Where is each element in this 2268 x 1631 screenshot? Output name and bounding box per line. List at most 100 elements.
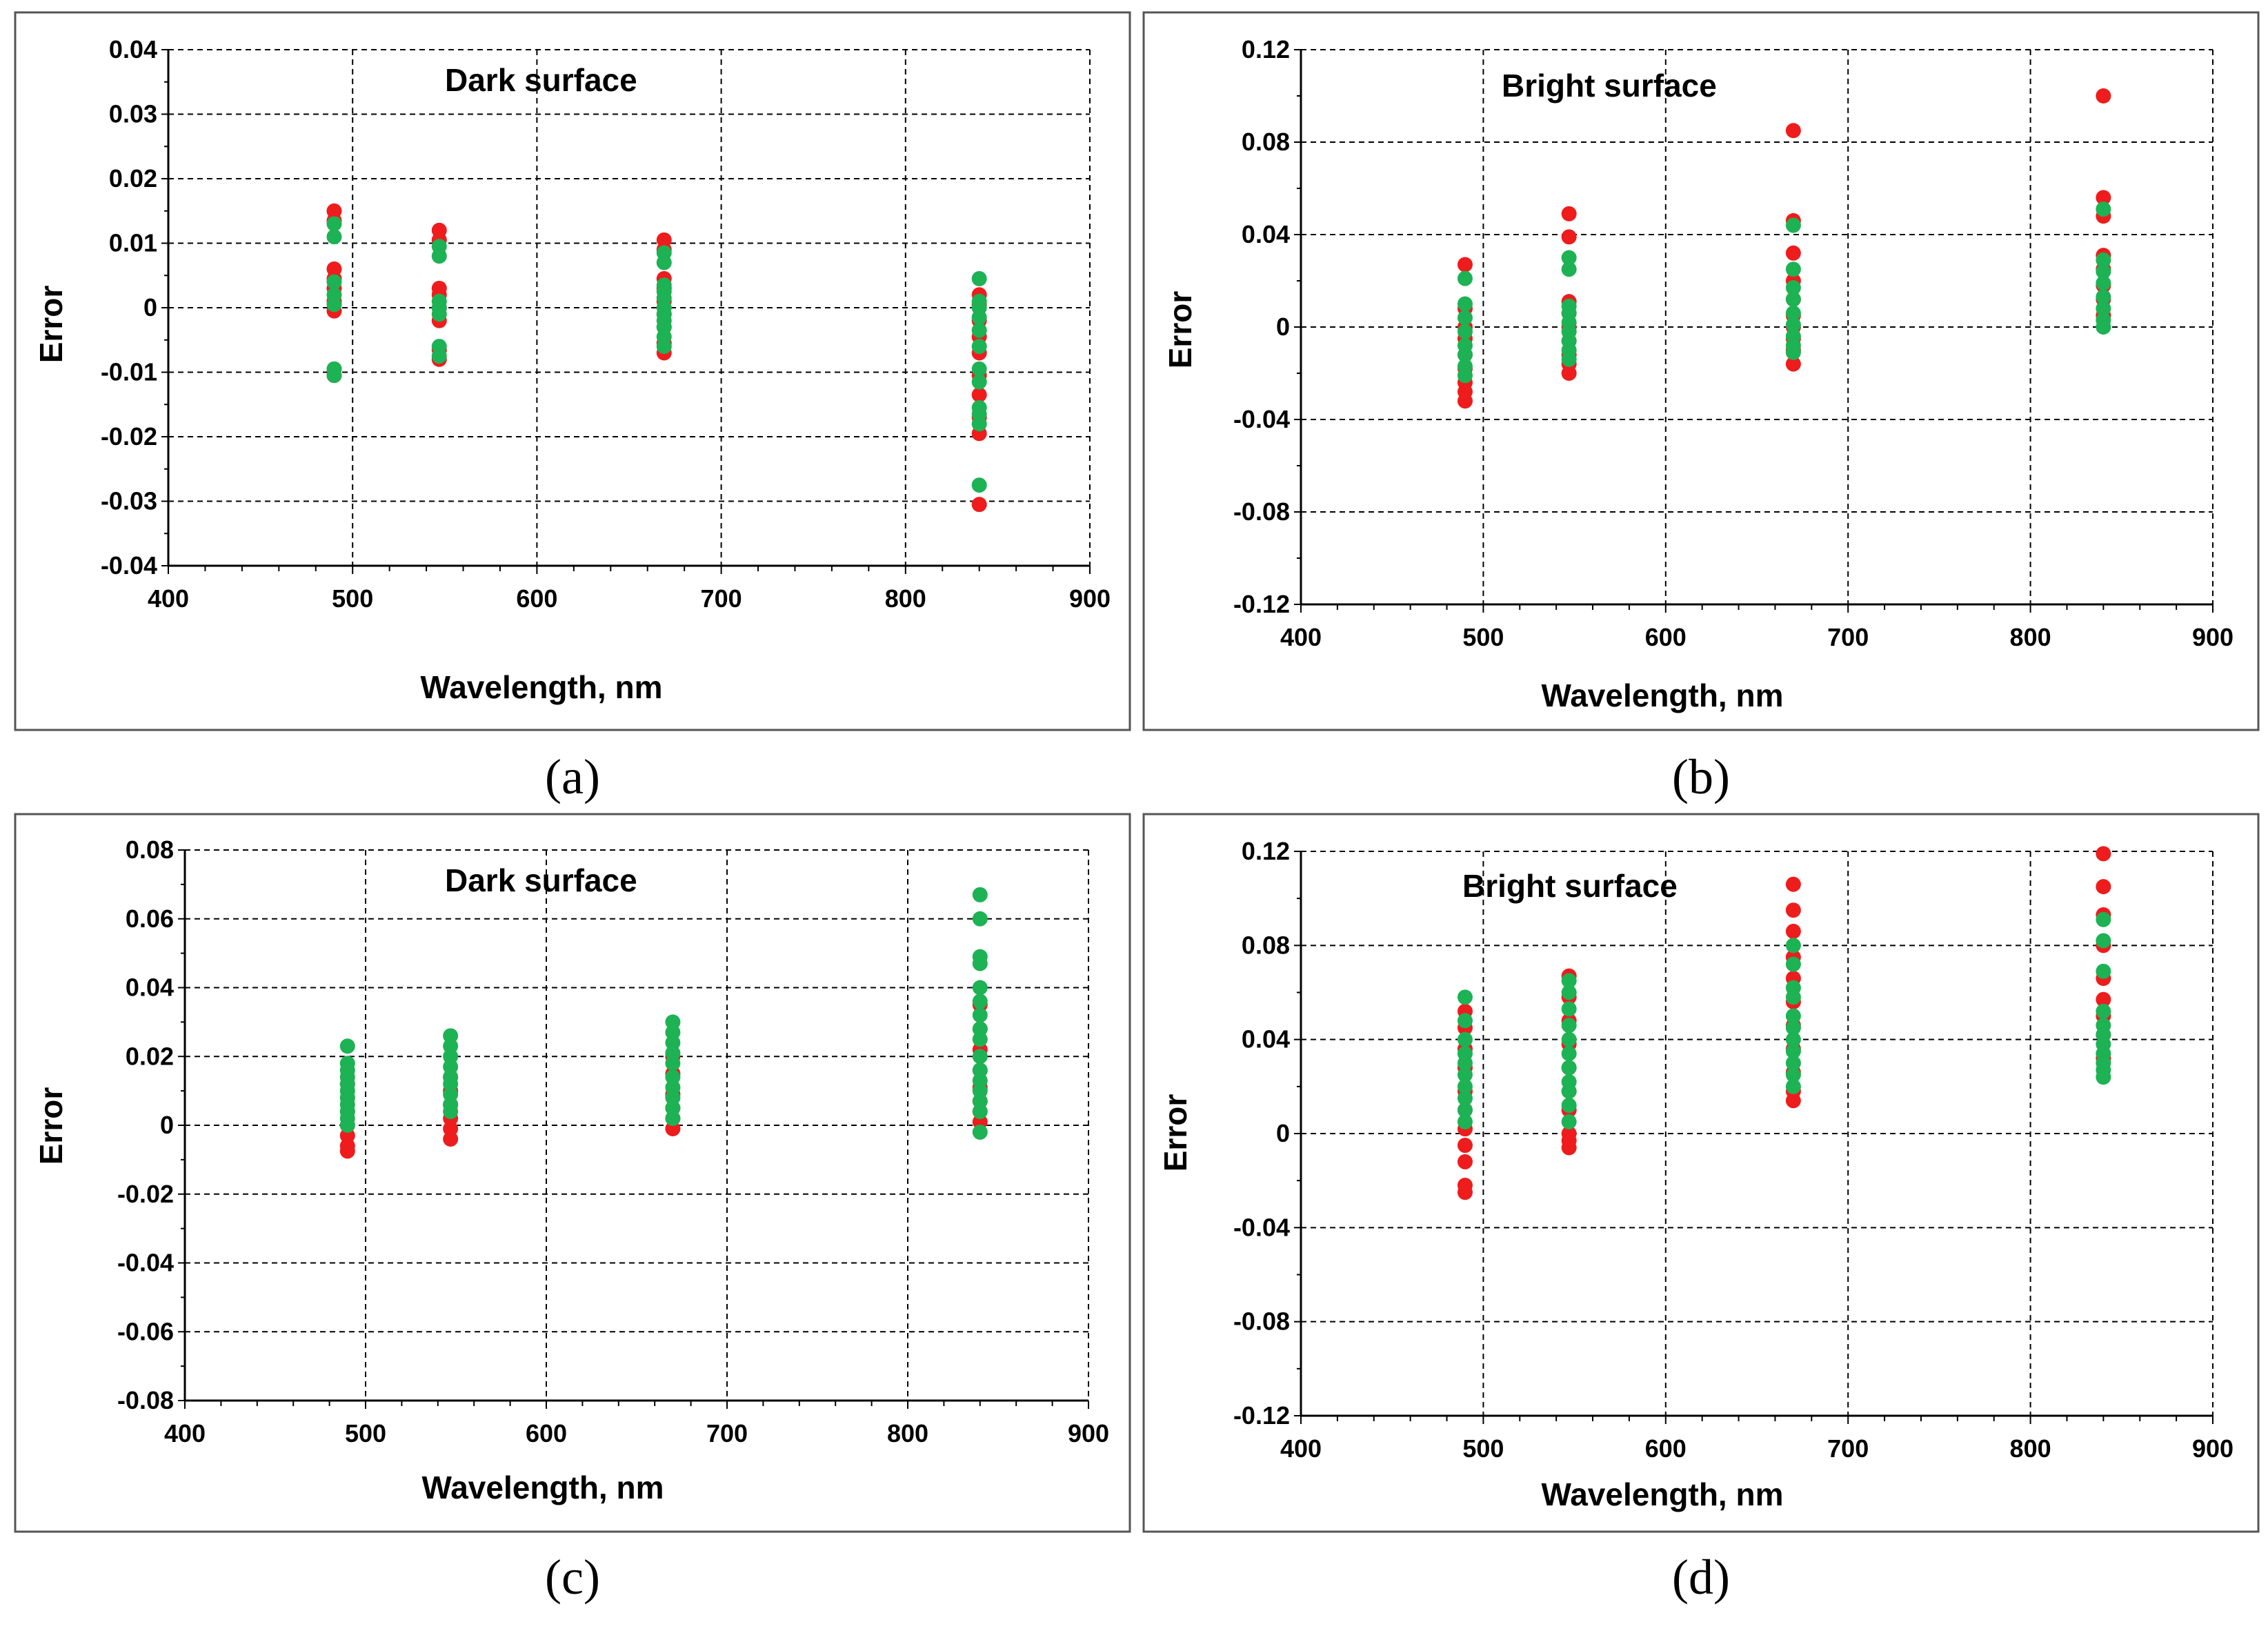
data-point-green: [431, 248, 447, 264]
data-point-green: [2096, 275, 2111, 291]
data-point-green: [2096, 933, 2111, 949]
data-point-red: [2096, 88, 2111, 103]
data-point-green: [431, 306, 447, 322]
panel-c-title: Dark surface: [445, 862, 637, 898]
data-point-green: [1561, 973, 1577, 989]
plot-area: [185, 850, 1088, 1401]
y-tick-label: 0.08: [1242, 931, 1290, 959]
data-point-green: [326, 216, 342, 232]
data-point-green: [2096, 911, 2111, 927]
x-tick-label: 400: [148, 584, 189, 613]
data-point-green: [339, 1118, 355, 1133]
data-point-green: [1785, 1020, 1801, 1036]
data-point-green: [1457, 324, 1473, 339]
data-point-red: [1785, 902, 1801, 918]
data-point-green: [1785, 1067, 1801, 1083]
panel-a-ylabel: Error: [33, 286, 69, 364]
data-point-green: [1457, 1031, 1473, 1047]
x-tick-label: 400: [1280, 1434, 1322, 1463]
panel-d-title: Bright surface: [1462, 868, 1678, 904]
data-point-red: [971, 497, 987, 513]
data-point-green: [1457, 368, 1473, 384]
x-tick-label: 800: [885, 584, 926, 613]
y-tick-label: 0.01: [109, 229, 157, 257]
data-point-green: [431, 348, 447, 364]
y-tick-label: 0.03: [109, 100, 157, 128]
data-point-green: [972, 1049, 988, 1065]
data-point-red: [971, 387, 987, 403]
panel-a-caption: (a): [545, 749, 600, 804]
data-point-green: [972, 1007, 988, 1023]
data-point-red: [1785, 245, 1801, 261]
data-point-red: [1785, 923, 1801, 939]
data-point-green: [972, 1124, 988, 1140]
y-tick-label: 0.08: [126, 836, 174, 864]
data-point-green: [2096, 963, 2111, 979]
x-tick-label: 600: [1645, 1434, 1687, 1463]
data-point-green: [1561, 1046, 1577, 1062]
panel-c-ylabel: Error: [33, 1087, 69, 1165]
data-point-green: [1457, 1102, 1473, 1118]
data-point-red: [1457, 1154, 1473, 1169]
data-point-green: [1457, 1067, 1473, 1083]
x-tick-label: 700: [701, 584, 742, 613]
data-point-green: [2096, 301, 2111, 317]
panel-d-plot: -0.12 -0.08 -0.04 0 0.04 0.08 0.12 400 500 600 700…: [1233, 837, 2234, 1463]
data-point-green: [1457, 296, 1473, 312]
y-tick-label: 0.02: [126, 1042, 174, 1070]
panel-a-xlabel: Wavelength, nm: [421, 669, 663, 705]
data-point-green: [1561, 351, 1577, 367]
data-point-green: [1457, 1090, 1473, 1106]
data-point-red: [2096, 991, 2111, 1007]
data-point-green: [326, 274, 342, 290]
data-point-green: [1561, 1001, 1577, 1017]
data-point-green: [1785, 217, 1801, 233]
data-point-green: [1561, 261, 1577, 277]
y-tick-label: 0.02: [109, 164, 157, 192]
data-point-green: [1561, 1060, 1577, 1076]
y-tick-label: 0.04: [126, 973, 174, 1002]
data-point-green: [1561, 985, 1577, 1000]
y-tick-label: 0.06: [126, 905, 174, 933]
y-tick-label: 0.04: [1242, 220, 1290, 248]
data-point-green: [1561, 1114, 1577, 1129]
data-point-red: [339, 1143, 355, 1159]
data-point-green: [1561, 1098, 1577, 1114]
data-point-red: [1561, 229, 1577, 245]
x-tick-label: 700: [1827, 1434, 1869, 1463]
x-tick-label: 500: [332, 584, 373, 613]
data-point-red: [2096, 846, 2111, 862]
y-tick-label: -0.12: [1233, 1401, 1290, 1430]
data-point-red: [1785, 356, 1801, 372]
x-tick-label: 400: [1280, 623, 1322, 651]
data-point-red: [1457, 1185, 1473, 1200]
data-point-green: [1561, 250, 1577, 266]
x-tick-label: 700: [706, 1419, 748, 1447]
data-point-green: [971, 322, 987, 338]
panel-b-plot: -0.12 -0.08 -0.04 0 0.04 0.08 0.12 400 500 600 700…: [1233, 35, 2234, 651]
panel-b-title: Bright surface: [1502, 68, 1717, 103]
data-point-green: [1785, 956, 1801, 972]
y-tick-label: -0.02: [101, 422, 157, 451]
data-point-green: [1457, 1055, 1473, 1071]
data-point-green: [1785, 938, 1801, 953]
data-point-green: [1785, 989, 1801, 1005]
data-point-red: [1561, 206, 1577, 221]
y-tick-label: 0: [160, 1111, 174, 1139]
data-point-green: [1457, 1114, 1473, 1129]
y-tick-label: -0.04: [101, 551, 157, 580]
data-point-green: [1785, 261, 1801, 277]
data-point-red: [1785, 876, 1801, 892]
x-tick-label: 900: [1068, 1419, 1109, 1447]
x-tick-label: 600: [526, 1419, 567, 1447]
panel-b-caption: (b): [1672, 749, 1730, 804]
data-point-green: [2096, 201, 2111, 217]
data-point-red: [2096, 190, 2111, 206]
y-tick-label: -0.08: [117, 1386, 174, 1414]
panel-d-xlabel: Wavelength, nm: [1542, 1476, 1784, 1512]
data-point-green: [972, 887, 988, 902]
panel-c-plot: -0.08 -0.06 -0.04 -0.02 0 0.02 0.04 0.06 0.08 400…: [117, 836, 1109, 1447]
panel-a-plot: -0.04 -0.03 -0.02 -0.01 0 0.01 0.02 0.03 0.04 400…: [101, 35, 1111, 613]
y-tick-label: -0.06: [117, 1317, 174, 1345]
panel-b-ylabel: Error: [1162, 291, 1198, 369]
